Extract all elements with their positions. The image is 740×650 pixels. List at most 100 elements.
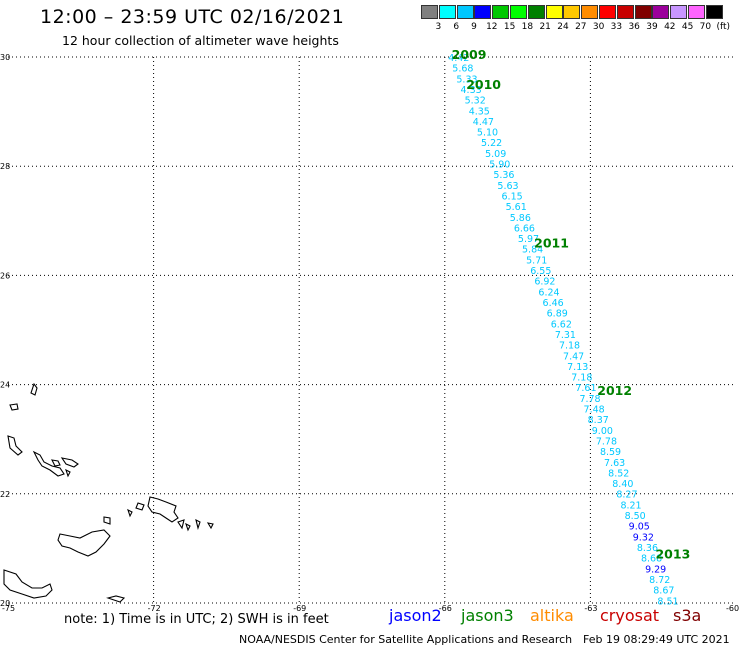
wave-height-label: 8.40 (612, 479, 633, 490)
lat-label: 24 (0, 381, 10, 390)
wave-height-label: 5.09 (485, 149, 506, 160)
legend-label: 39 (646, 22, 658, 32)
wave-height-label: 8.67 (653, 586, 674, 597)
legend-swatch (438, 5, 456, 19)
island-outline (7, 435, 23, 456)
island-outline (51, 459, 61, 467)
wave-height-label: 7.61 (575, 383, 596, 394)
legend-label: 9 (471, 22, 477, 32)
wave-height-label: 8.59 (600, 447, 621, 458)
legend-swatch (545, 5, 563, 19)
island-outline (32, 450, 65, 477)
lon-label: -60 (726, 604, 739, 613)
wave-height-label: 5.90 (489, 160, 510, 171)
wave-height-label: 4.42 (448, 53, 469, 64)
island-outline (103, 516, 111, 525)
legend-swatch (705, 5, 723, 19)
time-label: 2013 (655, 547, 690, 562)
legend-swatch (652, 5, 670, 19)
legend-unit: (ft) (716, 22, 731, 32)
wave-height-label: 8.51 (657, 596, 678, 607)
satellite-s3a: s3a (673, 606, 702, 625)
lon-label: -75 (2, 604, 15, 613)
wave-height-label: 5.86 (510, 213, 531, 224)
legend-swatch (527, 5, 545, 19)
wave-height-label: 8.68 (641, 554, 662, 565)
legend-swatch (670, 5, 688, 19)
legend-label: 27 (575, 22, 587, 32)
wave-height-label: 9.29 (645, 564, 666, 575)
legend-label: 21 (539, 22, 551, 32)
wave-height-label: 5.36 (493, 170, 514, 181)
island-outline (206, 522, 214, 530)
wave-height-label: 9.32 (633, 532, 654, 543)
legend-label: 12 (486, 22, 498, 32)
island-outline (57, 529, 111, 557)
lon-label: -66 (439, 604, 452, 613)
legend-label: 24 (557, 22, 569, 32)
lat-label: 30 (0, 53, 10, 62)
wave-height-label: 7.47 (563, 351, 584, 362)
island-outline (3, 569, 53, 599)
island-outline (60, 457, 79, 468)
legend-label: 42 (664, 22, 676, 32)
legend-label: 6 (453, 22, 460, 32)
satellite-jason2: jason2 (389, 606, 442, 625)
wave-height-label: 4.33 (461, 85, 482, 96)
legend-swatch (688, 5, 705, 19)
credit-text: NOAA/NESDIS Center for Satellite Applica… (239, 633, 573, 646)
wave-height-label: 6.89 (547, 309, 568, 320)
wave-height-label: 5.63 (497, 181, 518, 192)
legend-swatch (634, 5, 652, 19)
wave-height-label: 5.97 (518, 234, 539, 245)
lat-label: 26 (0, 271, 10, 280)
legend-swatch (421, 5, 438, 19)
wave-height-label: 7.18 (571, 373, 592, 384)
lon-label: -63 (584, 604, 597, 613)
lon-label: -69 (293, 604, 306, 613)
island-outline (177, 519, 185, 530)
satellite-altika: altika (530, 606, 574, 625)
time-label: 2010 (466, 77, 501, 92)
wave-height-label: 6.55 (530, 266, 551, 277)
satellite-cryosat: cryosat (600, 606, 660, 625)
legend-label: 45 (681, 22, 694, 32)
island-outline (147, 496, 179, 523)
footer-note: note: 1) Time is in UTC; 2) SWH is in fe… (64, 612, 329, 627)
time-label: 2011 (534, 235, 569, 250)
legend-label: 30 (592, 22, 605, 32)
wave-height-label: 5.61 (506, 202, 527, 213)
island-outline (127, 508, 133, 518)
lat-label: 20 (0, 599, 10, 608)
wave-height-label: 5.22 (481, 138, 502, 149)
timestamp-text: Feb 19 08:29:49 UTC 2021 (583, 633, 730, 646)
wave-height-label: 8.50 (625, 511, 646, 522)
wave-height-label: 7.63 (604, 458, 625, 469)
island-outline (65, 468, 71, 478)
wave-height-label: 5.33 (456, 74, 477, 85)
wave-height-label: 4.47 (473, 117, 494, 128)
legend-swatch (492, 5, 510, 19)
island-outline (185, 522, 191, 532)
wave-height-label: 6.66 (514, 223, 535, 234)
wave-height-label: 5.32 (465, 96, 486, 107)
wave-height-label: 8.36 (637, 543, 658, 554)
map-subtitle: 12 hour collection of altimeter wave hei… (62, 33, 339, 48)
wave-height-label: 4.35 (469, 106, 490, 117)
island-outline (9, 403, 19, 411)
island-outline (195, 518, 201, 530)
island-outline (30, 382, 38, 396)
wave-height-label: 5.71 (526, 255, 547, 266)
legend-label: 33 (610, 22, 623, 32)
wave-height-label: 7.18 (559, 341, 580, 352)
wave-height-label: 8.21 (620, 500, 641, 511)
satellite-jason3: jason3 (461, 606, 514, 625)
legend-swatch (563, 5, 581, 19)
wave-height-label: 7.31 (555, 330, 576, 341)
wave-height-label: 6.46 (543, 298, 564, 309)
wave-height-label: 8.52 (608, 468, 629, 479)
wave-height-label: 7.78 (579, 394, 600, 405)
legend-label: 15 (503, 22, 516, 32)
legend-swatch (581, 5, 599, 19)
